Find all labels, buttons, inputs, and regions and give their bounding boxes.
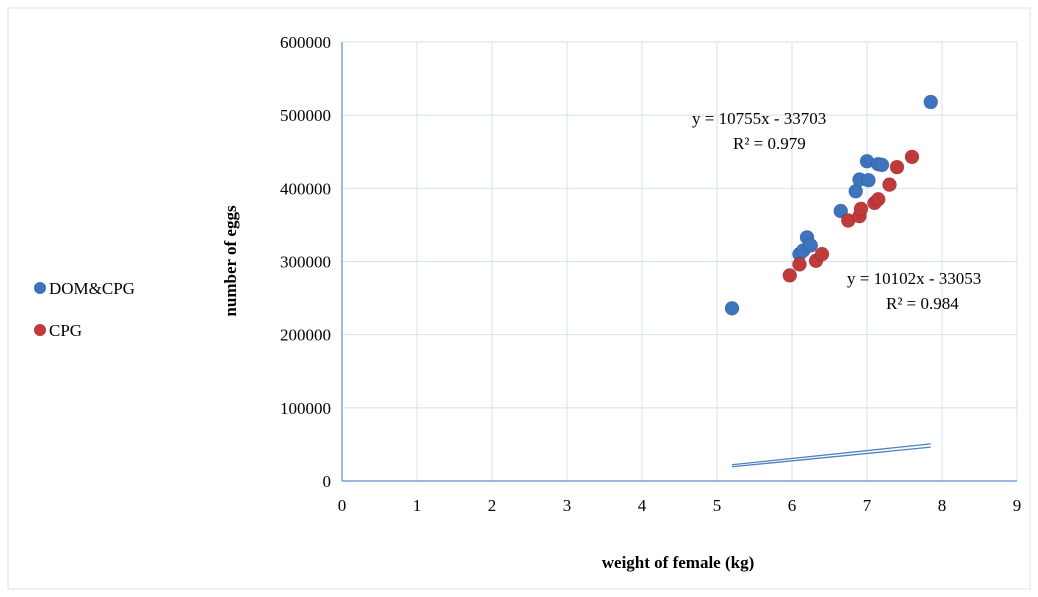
data-point-cpg <box>853 201 869 217</box>
x-axis-title: weight of female (kg) <box>602 553 755 572</box>
legend-label-cpg: CPG <box>49 321 82 340</box>
y-tick-label: 300000 <box>280 253 331 272</box>
data-point-cpg <box>882 177 897 193</box>
data-point-dom-cpg <box>861 172 876 188</box>
trendline-r2-text: R² = 0.979 <box>733 134 806 153</box>
data-point-dom-cpg <box>803 238 819 253</box>
y-tick-label: 500000 <box>280 106 331 125</box>
data-point-cpg <box>904 149 920 165</box>
trendline-dom-cpg <box>731 443 931 466</box>
trendline-cpg <box>731 446 931 468</box>
y-tick-label: 400000 <box>280 179 331 198</box>
trendline-equation-dom-cpg: y = 10755x - 33703 R² = 0.979 <box>692 109 826 153</box>
y-tick-label: 200000 <box>280 326 331 345</box>
x-tick-label: 0 <box>338 496 347 515</box>
trendline-r2-text: R² = 0.984 <box>886 294 959 313</box>
x-tick-label: 8 <box>938 496 947 515</box>
data-point-dom-cpg <box>833 203 849 219</box>
y-tick-label: 0 <box>323 472 332 491</box>
x-tick-label: 2 <box>488 496 497 515</box>
data-point-cpg <box>889 159 905 175</box>
gridlines <box>342 41 1018 481</box>
y-tick-label: 600000 <box>280 33 331 52</box>
data-point-cpg <box>814 246 830 262</box>
trendline-equation-text: y = 10755x - 33703 <box>692 109 826 128</box>
x-tick-label: 5 <box>713 496 722 515</box>
axes <box>341 42 1017 482</box>
data-point-cpg <box>782 268 798 283</box>
data-points <box>724 94 939 316</box>
x-tick-label: 1 <box>413 496 422 515</box>
x-tick-label: 4 <box>638 496 647 515</box>
legend-item-cpg: CPG <box>34 321 82 340</box>
trendlines <box>731 443 931 468</box>
data-point-cpg <box>870 191 886 207</box>
y-tick-label: 100000 <box>280 399 331 418</box>
legend-item-dom-cpg: DOM&CPG <box>34 279 135 298</box>
trendline-equation-cpg: y = 10102x - 33053 R² = 0.984 <box>847 269 981 313</box>
legend-marker-dom-cpg <box>34 282 46 294</box>
legend-marker-cpg <box>34 324 46 336</box>
data-point-cpg <box>792 257 807 272</box>
x-tick-label: 9 <box>1013 496 1022 515</box>
legend: DOM&CPG CPG <box>34 279 135 340</box>
chart-frame <box>7 7 1031 590</box>
x-tick-label: 6 <box>788 496 797 515</box>
tick-labels: 0 1 2 3 4 5 6 7 8 9 0 100000 200000 300000 400000 50000… <box>280 33 1021 515</box>
data-point-dom-cpg <box>923 94 939 110</box>
legend-label-dom-cpg: DOM&CPG <box>49 279 135 298</box>
y-axis-title: number of eggs <box>221 205 240 317</box>
x-tick-label: 7 <box>863 496 872 515</box>
x-tick-label: 3 <box>563 496 572 515</box>
trendline-equation-text: y = 10102x - 33053 <box>847 269 981 288</box>
data-point-dom-cpg <box>724 300 740 316</box>
data-point-dom-cpg <box>874 157 890 173</box>
